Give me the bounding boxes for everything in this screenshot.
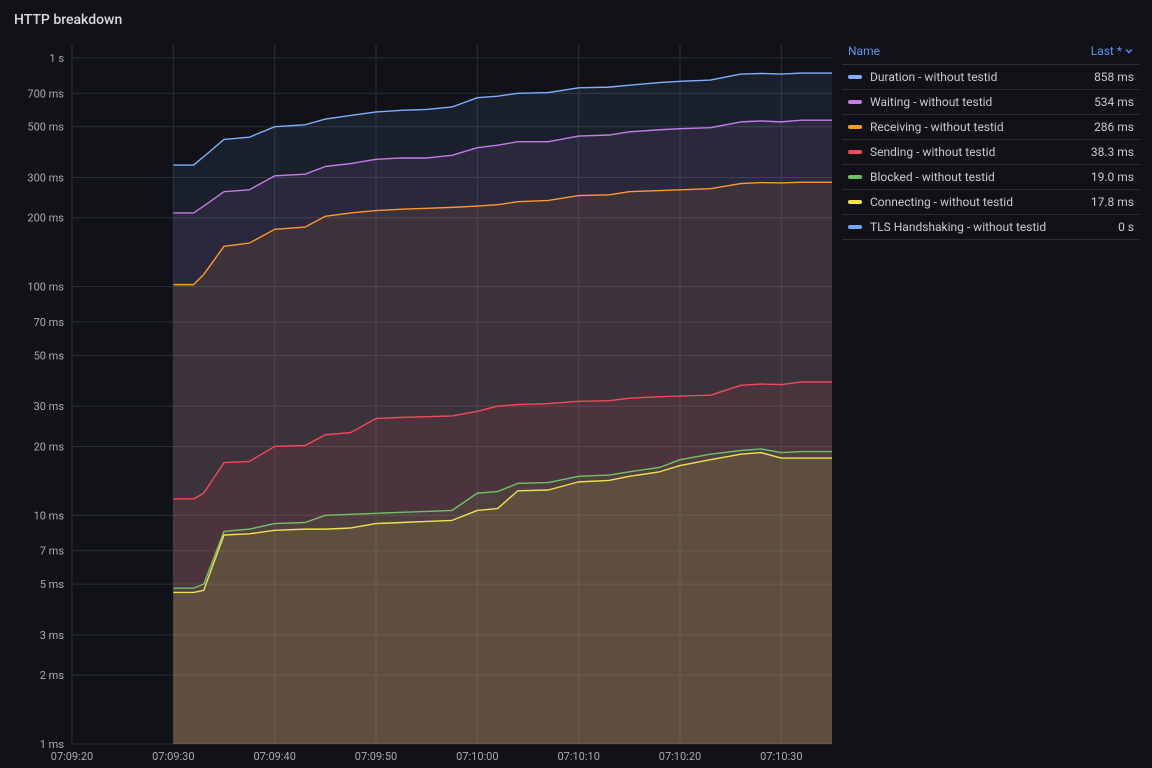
panel-title: HTTP breakdown [14, 12, 1140, 28]
legend-row-label: Waiting - without testid [870, 95, 992, 109]
svg-text:07:10:00: 07:10:00 [456, 750, 498, 763]
legend-swatch [848, 175, 862, 179]
legend-row-value: 0 s [1110, 220, 1134, 234]
legend-row-value: 17.8 ms [1083, 195, 1134, 209]
chevron-down-icon [1124, 46, 1134, 56]
legend-swatch [848, 125, 862, 129]
svg-text:70 ms: 70 ms [34, 316, 65, 329]
svg-text:1 s: 1 s [49, 52, 64, 65]
legend-row-left: Duration - without testid [848, 70, 997, 84]
svg-text:07:09:50: 07:09:50 [355, 750, 397, 763]
svg-text:07:09:30: 07:09:30 [152, 750, 194, 763]
legend-swatch [848, 150, 862, 154]
legend-row-left: Sending - without testid [848, 145, 995, 159]
svg-text:3 ms: 3 ms [40, 629, 65, 642]
legend-row[interactable]: Sending - without testid 38.3 ms [842, 140, 1140, 165]
legend-swatch [848, 200, 862, 204]
svg-text:07:10:10: 07:10:10 [557, 750, 599, 763]
svg-text:500 ms: 500 ms [27, 121, 64, 134]
legend-header-name[interactable]: Name [848, 44, 880, 58]
panel-body: 1 ms2 ms3 ms5 ms7 ms10 ms20 ms30 ms50 ms… [12, 34, 1140, 766]
legend-header-value-text: Last * [1091, 44, 1122, 58]
svg-text:50 ms: 50 ms [34, 349, 65, 362]
legend-row-label: Sending - without testid [870, 145, 995, 159]
http-breakdown-panel: HTTP breakdown 1 ms2 ms3 ms5 ms7 ms10 ms… [0, 0, 1152, 768]
legend-row-label: Receiving - without testid [870, 120, 1004, 134]
legend-row-label: TLS Handshaking - without testid [870, 220, 1046, 234]
legend-header-value[interactable]: Last * [1091, 44, 1134, 58]
svg-text:10 ms: 10 ms [34, 509, 65, 522]
legend-row-left: Blocked - without testid [848, 170, 995, 184]
legend-row-left: Receiving - without testid [848, 120, 1004, 134]
legend-rows: Duration - without testid 858 ms Waiting -… [842, 65, 1140, 240]
svg-text:300 ms: 300 ms [27, 171, 64, 184]
legend-row-left: TLS Handshaking - without testid [848, 220, 1046, 234]
svg-text:07:09:20: 07:09:20 [51, 750, 93, 763]
svg-text:07:10:20: 07:10:20 [659, 750, 701, 763]
svg-text:07:10:30: 07:10:30 [760, 750, 802, 763]
svg-text:20 ms: 20 ms [34, 440, 65, 453]
legend-row-value: 286 ms [1086, 120, 1134, 134]
svg-text:07:09:40: 07:09:40 [253, 750, 295, 763]
svg-text:100 ms: 100 ms [27, 281, 64, 294]
legend-row-left: Waiting - without testid [848, 95, 992, 109]
legend-row-value: 38.3 ms [1083, 145, 1134, 159]
legend-row-value: 19.0 ms [1083, 170, 1134, 184]
legend-row[interactable]: Blocked - without testid 19.0 ms [842, 165, 1140, 190]
chart-svg: 1 ms2 ms3 ms5 ms7 ms10 ms20 ms30 ms50 ms… [12, 34, 832, 766]
legend-row-label: Blocked - without testid [870, 170, 995, 184]
legend-swatch [848, 100, 862, 104]
svg-text:200 ms: 200 ms [27, 212, 64, 225]
legend-row[interactable]: TLS Handshaking - without testid 0 s [842, 215, 1140, 240]
legend-header[interactable]: Name Last * [842, 40, 1140, 65]
legend-row[interactable]: Duration - without testid 858 ms [842, 65, 1140, 90]
legend-row[interactable]: Receiving - without testid 286 ms [842, 115, 1140, 140]
svg-text:7 ms: 7 ms [40, 545, 65, 558]
legend-row-label: Duration - without testid [870, 70, 997, 84]
svg-text:5 ms: 5 ms [40, 578, 65, 591]
legend-row-left: Connecting - without testid [848, 195, 1013, 209]
legend-row-value: 858 ms [1086, 70, 1134, 84]
legend-row[interactable]: Waiting - without testid 534 ms [842, 90, 1140, 115]
legend-row[interactable]: Connecting - without testid 17.8 ms [842, 190, 1140, 215]
legend-row-label: Connecting - without testid [870, 195, 1013, 209]
legend-row-value: 534 ms [1086, 95, 1134, 109]
svg-text:2 ms: 2 ms [40, 669, 65, 682]
chart-area: 1 ms2 ms3 ms5 ms7 ms10 ms20 ms30 ms50 ms… [12, 34, 832, 766]
legend-swatch [848, 75, 862, 79]
legend-panel: Name Last * Duration - without testid 858… [842, 34, 1140, 766]
svg-text:30 ms: 30 ms [34, 400, 65, 413]
legend-swatch [848, 225, 862, 229]
svg-text:700 ms: 700 ms [27, 87, 64, 100]
